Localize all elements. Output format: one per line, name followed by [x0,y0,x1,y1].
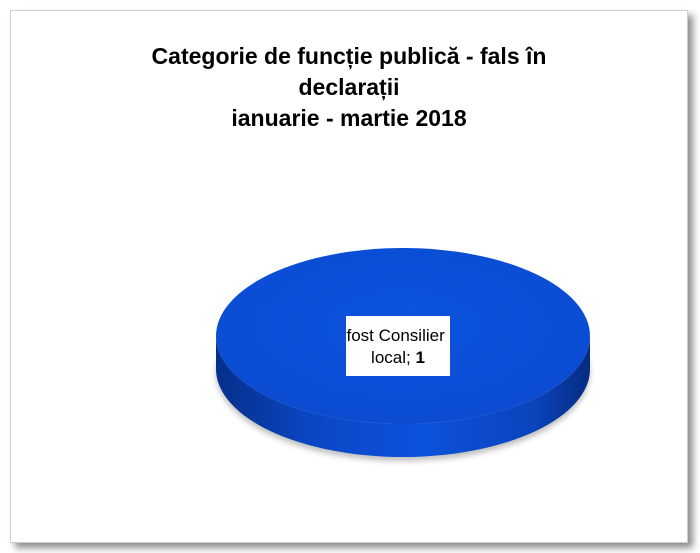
pie-slice-side [216,336,590,457]
data-label-line-2: local; 1 [371,348,425,367]
data-label-value: 1 [415,348,424,367]
chart-title: Categorie de funcție publică - fals în d… [11,41,687,134]
data-label-category-part: local; [371,348,415,367]
data-label-box: fost Consilier local; 1 [346,316,450,376]
data-label-line-1: fost Consilier [347,326,446,345]
chart-title-line-1: Categorie de funcție publică - fals în [151,43,547,69]
chart-frame: Categorie de funcție publică - fals în d… [10,10,688,543]
data-label-background [346,316,450,376]
chart-title-line-2: declarații [298,74,400,100]
pie-chart: fost Consilier local; 1 [216,248,590,461]
chart-title-line-3: ianuarie - martie 2018 [231,105,467,131]
data-label-text: fost Consilier local; 1 [347,326,450,367]
